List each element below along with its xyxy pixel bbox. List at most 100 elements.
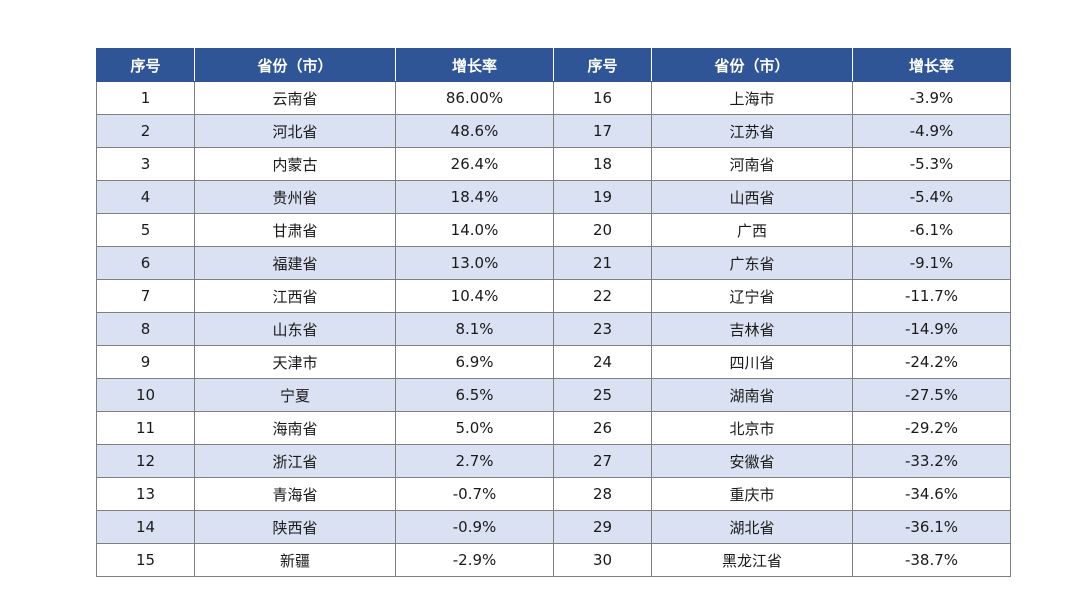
cell-province: 上海市 [651,81,853,115]
cell-province: 北京市 [651,411,853,445]
cell-rate: 86.00% [395,81,554,115]
cell-rate: -24.2% [852,345,1011,379]
header-province-left: 省份（市） [194,48,396,82]
header-province-right: 省份（市） [651,48,853,82]
cell-province: 重庆市 [651,477,853,511]
cell-province: 宁夏 [194,378,396,412]
cell-index: 23 [553,312,652,346]
cell-rate: -5.3% [852,147,1011,181]
cell-province: 贵州省 [194,180,396,214]
cell-index: 22 [553,279,652,313]
cell-province: 湖南省 [651,378,853,412]
cell-province: 海南省 [194,411,396,445]
table-row: 11 海南省 5.0% 26 北京市 -29.2% [96,411,1011,445]
cell-index: 26 [553,411,652,445]
table-row: 12 浙江省 2.7% 27 安徽省 -33.2% [96,444,1011,478]
cell-rate: -5.4% [852,180,1011,214]
cell-province: 天津市 [194,345,396,379]
cell-index: 18 [553,147,652,181]
cell-index: 6 [96,246,195,280]
cell-index: 3 [96,147,195,181]
cell-index: 29 [553,510,652,544]
cell-rate: -27.5% [852,378,1011,412]
cell-index: 10 [96,378,195,412]
table-row: 3 内蒙古 26.4% 18 河南省 -5.3% [96,147,1011,181]
cell-rate: 5.0% [395,411,554,445]
cell-rate: 14.0% [395,213,554,247]
cell-rate: -14.9% [852,312,1011,346]
cell-rate: -3.9% [852,81,1011,115]
table-row: 13 青海省 -0.7% 28 重庆市 -34.6% [96,477,1011,511]
cell-index: 15 [96,543,195,577]
cell-province: 广东省 [651,246,853,280]
cell-index: 25 [553,378,652,412]
header-rate-right: 增长率 [852,48,1011,82]
cell-rate: -2.9% [395,543,554,577]
cell-province: 江西省 [194,279,396,313]
cell-index: 13 [96,477,195,511]
cell-rate: 8.1% [395,312,554,346]
cell-rate: -11.7% [852,279,1011,313]
table-row: 10 宁夏 6.5% 25 湖南省 -27.5% [96,378,1011,412]
cell-rate: -0.9% [395,510,554,544]
cell-province: 辽宁省 [651,279,853,313]
cell-index: 11 [96,411,195,445]
cell-index: 17 [553,114,652,148]
cell-province: 安徽省 [651,444,853,478]
cell-province: 广西 [651,213,853,247]
cell-rate: 10.4% [395,279,554,313]
table-row: 5 甘肃省 14.0% 20 广西 -6.1% [96,213,1011,247]
cell-rate: -0.7% [395,477,554,511]
cell-index: 30 [553,543,652,577]
growth-rate-table: 序号 省份（市） 增长率 序号 省份（市） 增长率 1 云南省 86.00% 1… [96,48,1011,577]
table-row: 8 山东省 8.1% 23 吉林省 -14.9% [96,312,1011,346]
cell-rate: 26.4% [395,147,554,181]
cell-province: 陕西省 [194,510,396,544]
header-rate-left: 增长率 [395,48,554,82]
cell-province: 福建省 [194,246,396,280]
cell-province: 黑龙江省 [651,543,853,577]
cell-province: 青海省 [194,477,396,511]
cell-rate: 6.5% [395,378,554,412]
cell-rate: -6.1% [852,213,1011,247]
cell-province: 河南省 [651,147,853,181]
cell-province: 湖北省 [651,510,853,544]
cell-province: 四川省 [651,345,853,379]
cell-province: 内蒙古 [194,147,396,181]
cell-province: 新疆 [194,543,396,577]
cell-index: 8 [96,312,195,346]
cell-index: 21 [553,246,652,280]
cell-province: 吉林省 [651,312,853,346]
cell-rate: 2.7% [395,444,554,478]
cell-province: 云南省 [194,81,396,115]
table-row: 14 陕西省 -0.9% 29 湖北省 -36.1% [96,510,1011,544]
header-index-left: 序号 [96,48,195,82]
cell-rate: -38.7% [852,543,1011,577]
cell-index: 4 [96,180,195,214]
cell-rate: -4.9% [852,114,1011,148]
cell-province: 河北省 [194,114,396,148]
cell-rate: 6.9% [395,345,554,379]
cell-rate: -36.1% [852,510,1011,544]
cell-index: 28 [553,477,652,511]
cell-index: 16 [553,81,652,115]
cell-index: 1 [96,81,195,115]
cell-index: 2 [96,114,195,148]
table-row: 1 云南省 86.00% 16 上海市 -3.9% [96,81,1011,115]
cell-index: 14 [96,510,195,544]
cell-rate: -9.1% [852,246,1011,280]
cell-rate: 18.4% [395,180,554,214]
table-row: 15 新疆 -2.9% 30 黑龙江省 -38.7% [96,543,1011,577]
growth-rate-table-container: 序号 省份（市） 增长率 序号 省份（市） 增长率 1 云南省 86.00% 1… [96,48,1011,577]
cell-index: 24 [553,345,652,379]
cell-index: 5 [96,213,195,247]
cell-index: 19 [553,180,652,214]
cell-province: 山东省 [194,312,396,346]
cell-province: 甘肃省 [194,213,396,247]
cell-rate: 13.0% [395,246,554,280]
table-row: 9 天津市 6.9% 24 四川省 -24.2% [96,345,1011,379]
cell-province: 山西省 [651,180,853,214]
cell-province: 江苏省 [651,114,853,148]
cell-index: 20 [553,213,652,247]
cell-province: 浙江省 [194,444,396,478]
